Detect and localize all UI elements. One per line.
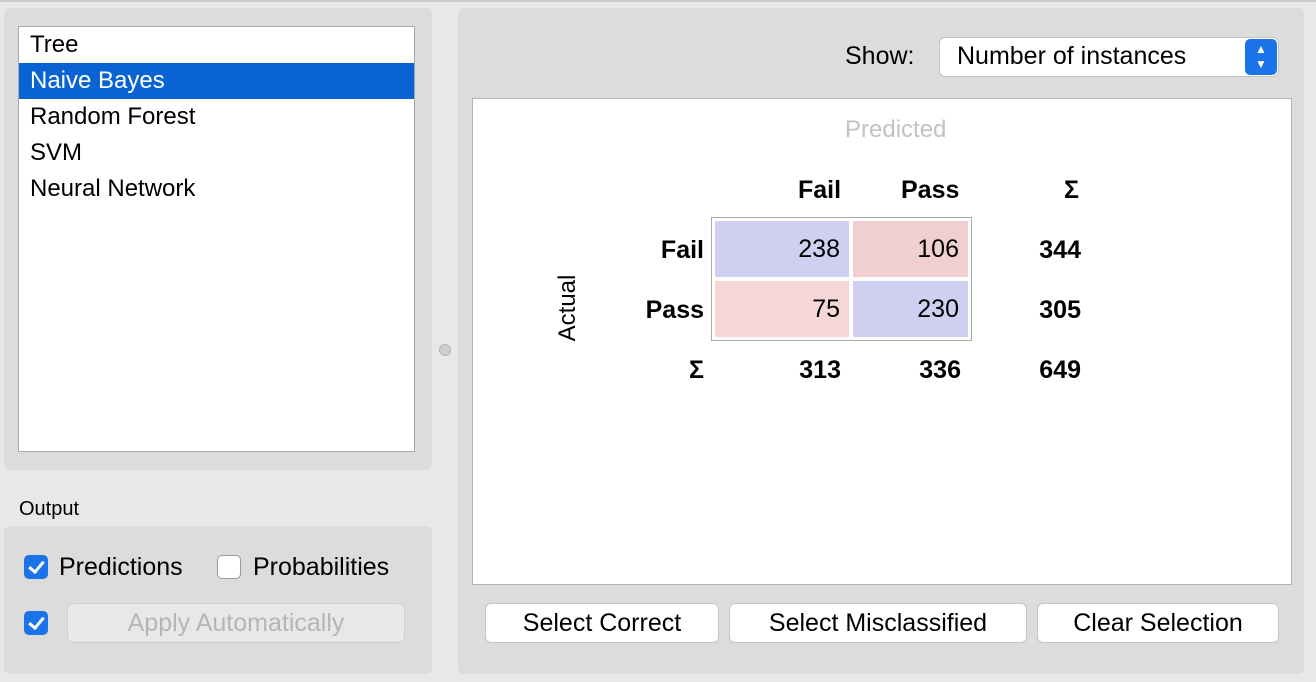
col-header-sum: Σ — [1064, 176, 1080, 204]
cell-fail-pass[interactable]: 106 — [853, 221, 968, 277]
select-misclassified-button[interactable]: Select Misclassified — [729, 603, 1027, 643]
row-sum-fail: 344 — [1039, 236, 1081, 264]
row-sum-pass: 305 — [1039, 296, 1081, 324]
show-dropdown[interactable]: Number of instances ▲ ▼ — [939, 37, 1279, 77]
list-item-tree[interactable]: Tree — [30, 31, 79, 58]
output-panel — [4, 526, 432, 674]
output-section-title: Output — [19, 498, 80, 520]
auto-apply-checkbox[interactable] — [24, 611, 48, 635]
cell-pass-pass[interactable]: 230 — [853, 281, 968, 337]
show-dropdown-value: Number of instances — [957, 42, 1187, 70]
row-header-sum: Σ — [688, 356, 704, 384]
matrix-grid — [711, 217, 972, 341]
list-item-svm[interactable]: SVM — [30, 139, 83, 166]
predictions-checkbox[interactable] — [24, 555, 48, 579]
predictions-label[interactable]: Predictions — [59, 553, 183, 581]
actual-axis-label: Actual — [554, 274, 581, 342]
list-item-neural-network[interactable]: Neural Network — [30, 175, 196, 202]
col-sum-pass: 336 — [919, 356, 961, 384]
row-header-pass: Pass — [645, 296, 704, 324]
clear-selection-button[interactable]: Clear Selection — [1037, 603, 1279, 643]
col-sum-fail: 313 — [799, 356, 841, 384]
col-header-fail: Fail — [798, 176, 842, 204]
col-header-pass: Pass — [901, 176, 960, 204]
predicted-axis-label: Predicted — [845, 116, 947, 143]
probabilities-label[interactable]: Probabilities — [253, 553, 390, 581]
select-correct-button[interactable]: Select Correct — [485, 603, 719, 643]
chevron-updown-icon: ▲ ▼ — [1245, 39, 1277, 75]
probabilities-checkbox[interactable] — [217, 555, 241, 579]
cell-fail-fail[interactable]: 238 — [715, 221, 849, 277]
splitter-handle[interactable] — [439, 344, 451, 356]
show-label: Show: — [845, 42, 915, 70]
grand-total: 649 — [1039, 356, 1081, 384]
list-item-random-forest[interactable]: Random Forest — [30, 103, 196, 130]
model-list[interactable]: Tree Naive Bayes Random Forest SVM Neura… — [18, 26, 415, 452]
list-item-naive-bayes[interactable]: Naive Bayes — [19, 63, 414, 99]
cell-pass-fail[interactable]: 75 — [715, 281, 849, 337]
apply-automatically-button[interactable]: Apply Automatically — [67, 603, 405, 643]
confusion-matrix-view — [472, 98, 1292, 585]
row-header-fail: Fail — [660, 236, 704, 264]
window-top-border — [0, 0, 1316, 2]
